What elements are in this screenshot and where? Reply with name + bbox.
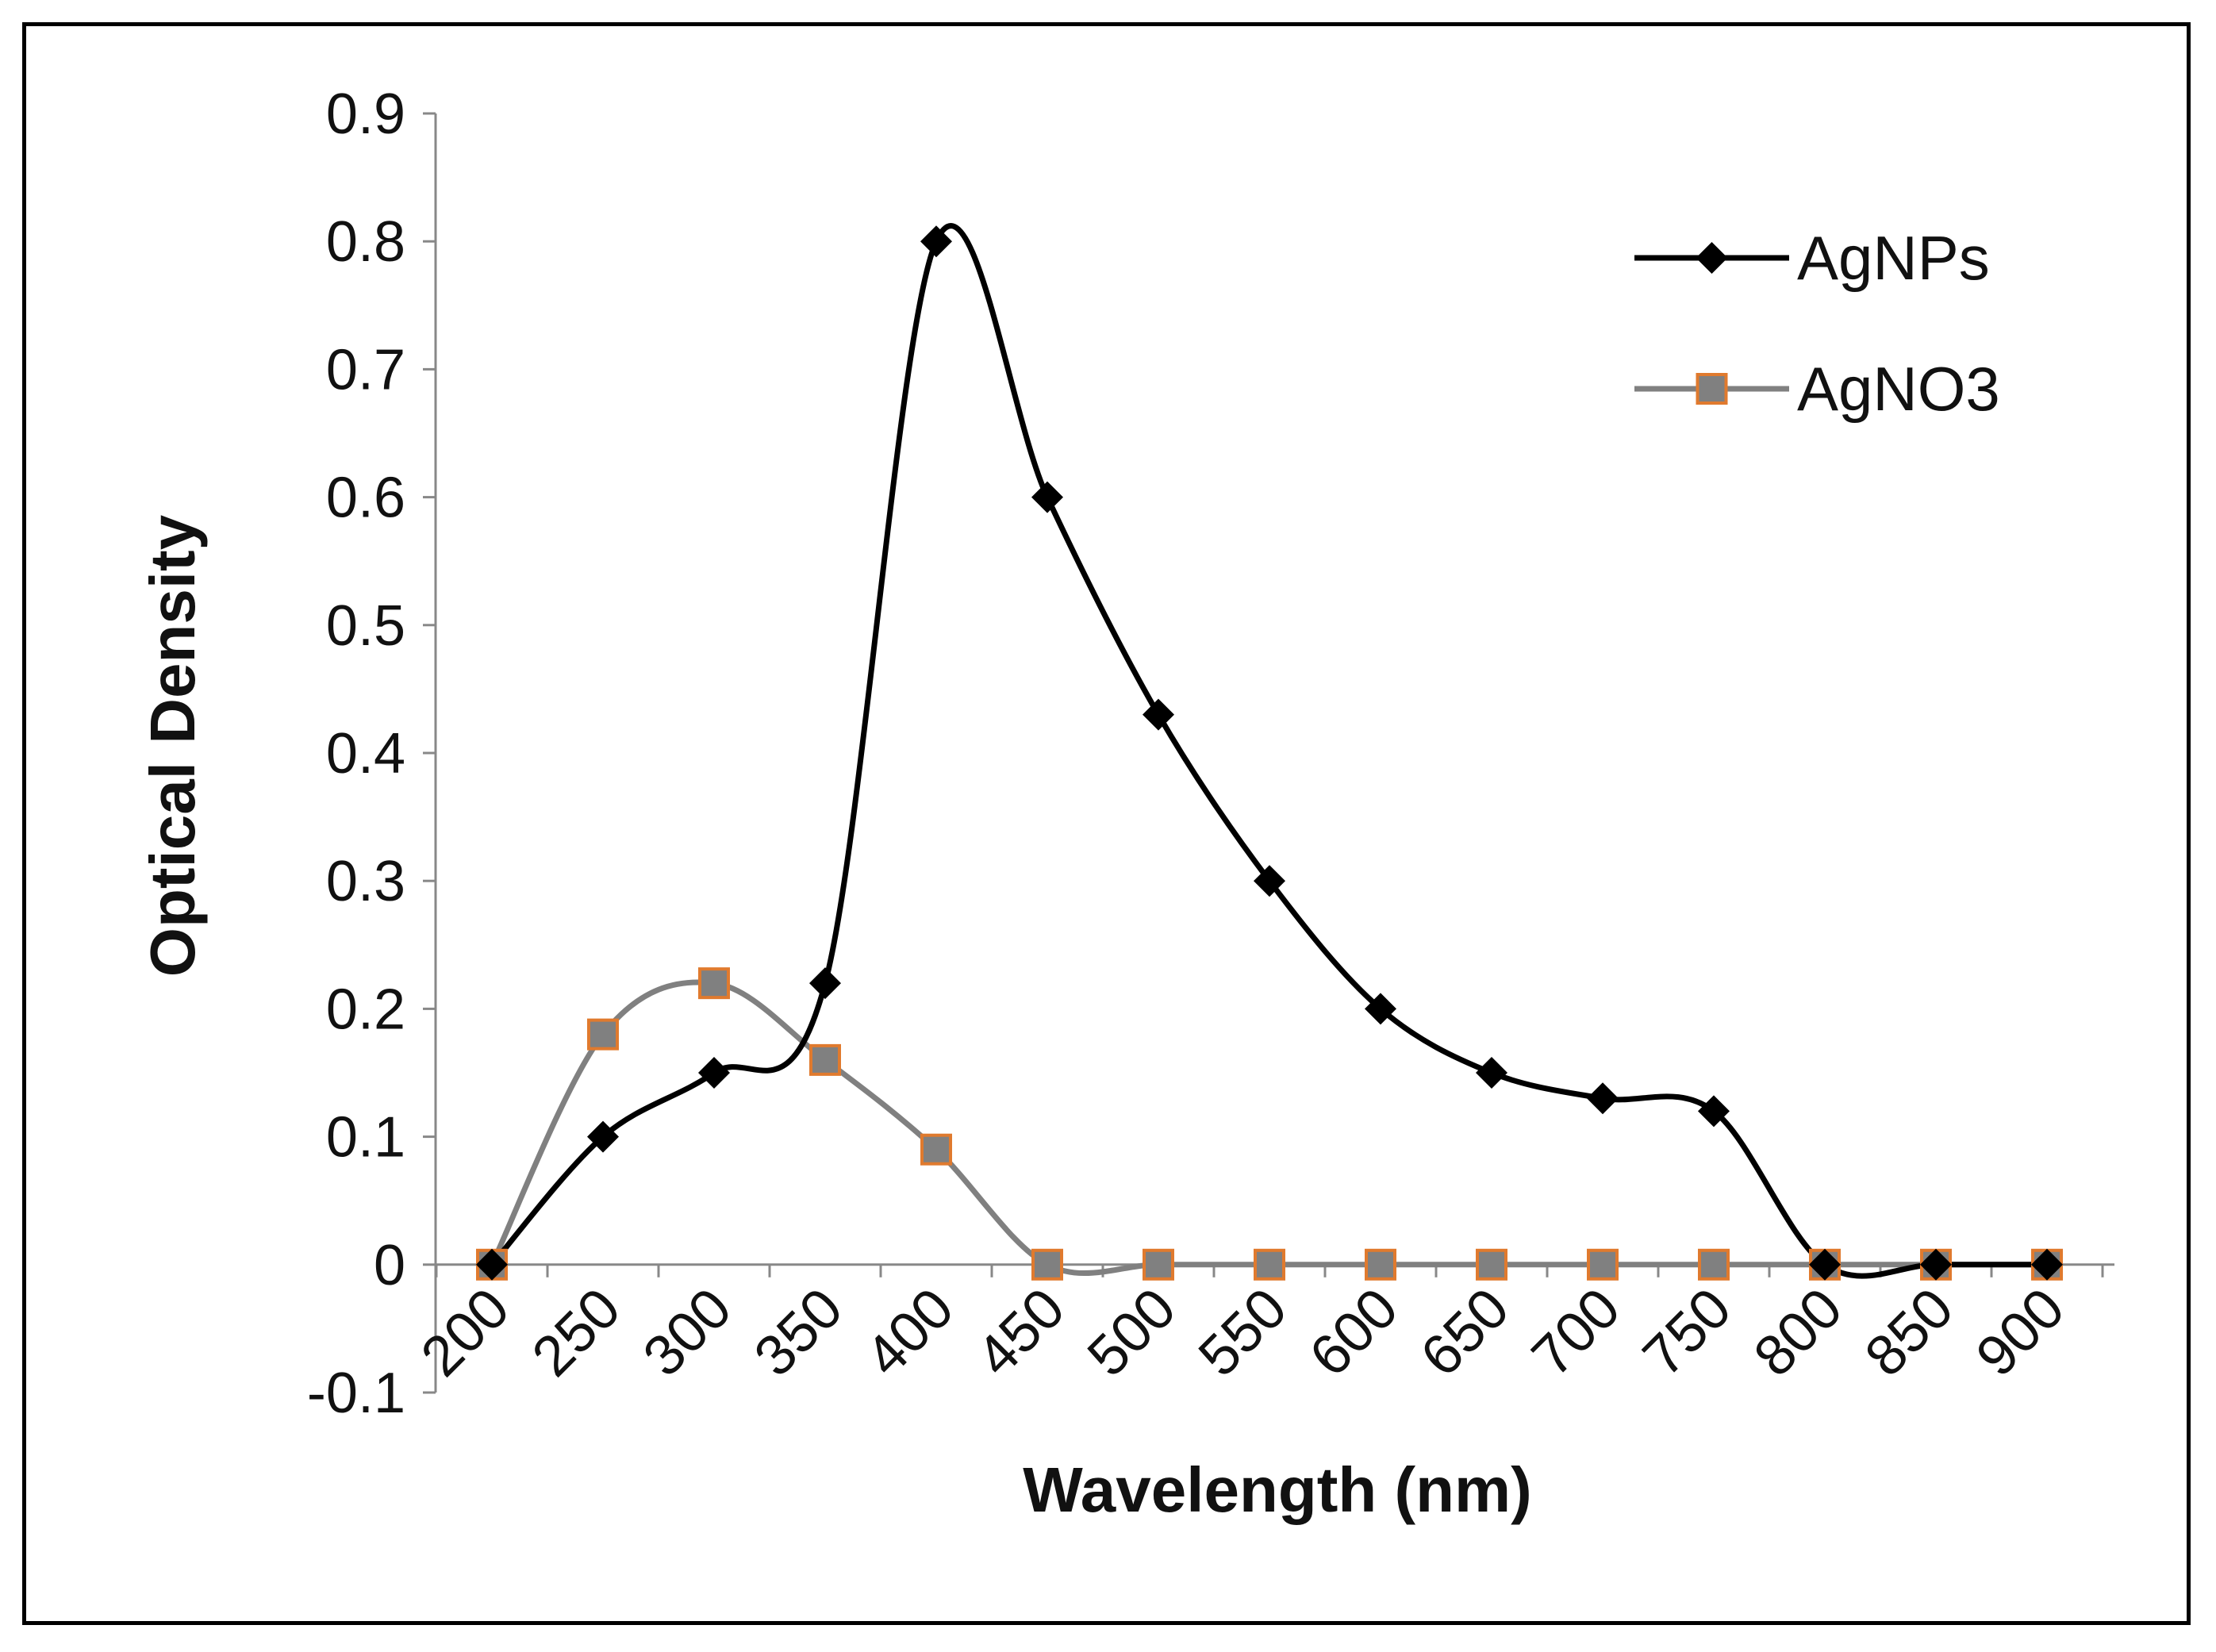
y-tick-labels: -0.1 0 0.1 0.2 0.3 0.4 0.5 0.6 0.7 0.8 0.9	[307, 83, 405, 1425]
legend-label-agnps: AgNPs	[1797, 223, 1990, 293]
y-tick-label: 0.9	[326, 83, 405, 146]
data-point	[1031, 1248, 1063, 1281]
y-tick-label: 0.1	[326, 1106, 405, 1170]
x-tick-label: 300	[632, 1277, 744, 1389]
data-point	[1698, 1095, 1730, 1128]
legend-label-agno3: AgNO3	[1797, 354, 2000, 424]
y-tick-label: 0.4	[326, 722, 405, 786]
legend-marker-agnps	[1696, 242, 1728, 274]
axes	[423, 112, 2114, 1394]
y-tick-label: 0	[374, 1234, 405, 1297]
data-point	[1365, 1248, 1396, 1281]
x-tick-labels: 2002503003504004505005506006507007508008…	[409, 1277, 2077, 1389]
series-line-agnps	[490, 223, 2047, 1279]
x-tick-label: 850	[1853, 1277, 1966, 1389]
series-line-agno3	[489, 979, 2047, 1276]
data-point	[1809, 1248, 1841, 1281]
data-point	[809, 967, 841, 1000]
chart-frame	[22, 22, 2191, 1625]
x-axis-title: Wavelength (nm)	[1023, 1454, 1531, 1525]
data-point	[587, 1120, 619, 1153]
data-point	[698, 1057, 730, 1089]
y-axis-title: Optical Density	[137, 514, 208, 977]
x-tick-label: 600	[1298, 1277, 1411, 1389]
legend-marker-agno3	[1696, 373, 1728, 405]
data-point	[587, 1018, 619, 1051]
data-point	[1031, 481, 1063, 513]
y-tick-label: -0.1	[307, 1362, 405, 1425]
y-tick-label: 0.8	[326, 210, 405, 274]
x-tick-label: 900	[1964, 1277, 2077, 1389]
data-point	[1254, 865, 1285, 897]
x-tick-label: 400	[854, 1277, 966, 1389]
y-tick-label: 0.6	[326, 467, 405, 530]
data-point	[476, 1248, 508, 1281]
data-point	[920, 1133, 952, 1166]
x-tick-label: 550	[1187, 1277, 1300, 1389]
series-markers	[476, 225, 2063, 1281]
data-point	[920, 225, 952, 258]
data-point	[1587, 1248, 1619, 1281]
y-tick-label: 0.5	[326, 594, 405, 658]
data-point	[1698, 1248, 1730, 1281]
data-point	[1476, 1248, 1507, 1281]
data-point	[1143, 698, 1174, 731]
data-point	[1920, 1248, 1952, 1281]
y-tick-label: 0.2	[326, 978, 405, 1041]
y-tick-label: 0.3	[326, 850, 405, 913]
x-tick-label: 450	[965, 1277, 1077, 1389]
x-tick-label: 350	[743, 1277, 855, 1389]
x-tick-label: 650	[1409, 1277, 1522, 1389]
x-tick-label: 700	[1520, 1277, 1633, 1389]
data-point	[1587, 1082, 1619, 1115]
x-tick-label: 800	[1742, 1277, 1855, 1389]
data-point	[1476, 1057, 1507, 1089]
data-point	[2031, 1248, 2063, 1281]
x-tick-label: 250	[520, 1277, 633, 1389]
legend: AgNPs AgNO3	[1634, 223, 2000, 424]
data-point	[1143, 1248, 1174, 1281]
data-point	[1254, 1248, 1285, 1281]
x-tick-label: 500	[1076, 1277, 1189, 1389]
data-point	[698, 967, 730, 1000]
x-tick-label: 750	[1631, 1277, 1744, 1389]
data-point	[1365, 993, 1396, 1025]
y-tick-label: 0.7	[326, 338, 405, 401]
data-point	[809, 1043, 841, 1076]
x-tick-label: 200	[409, 1277, 522, 1389]
